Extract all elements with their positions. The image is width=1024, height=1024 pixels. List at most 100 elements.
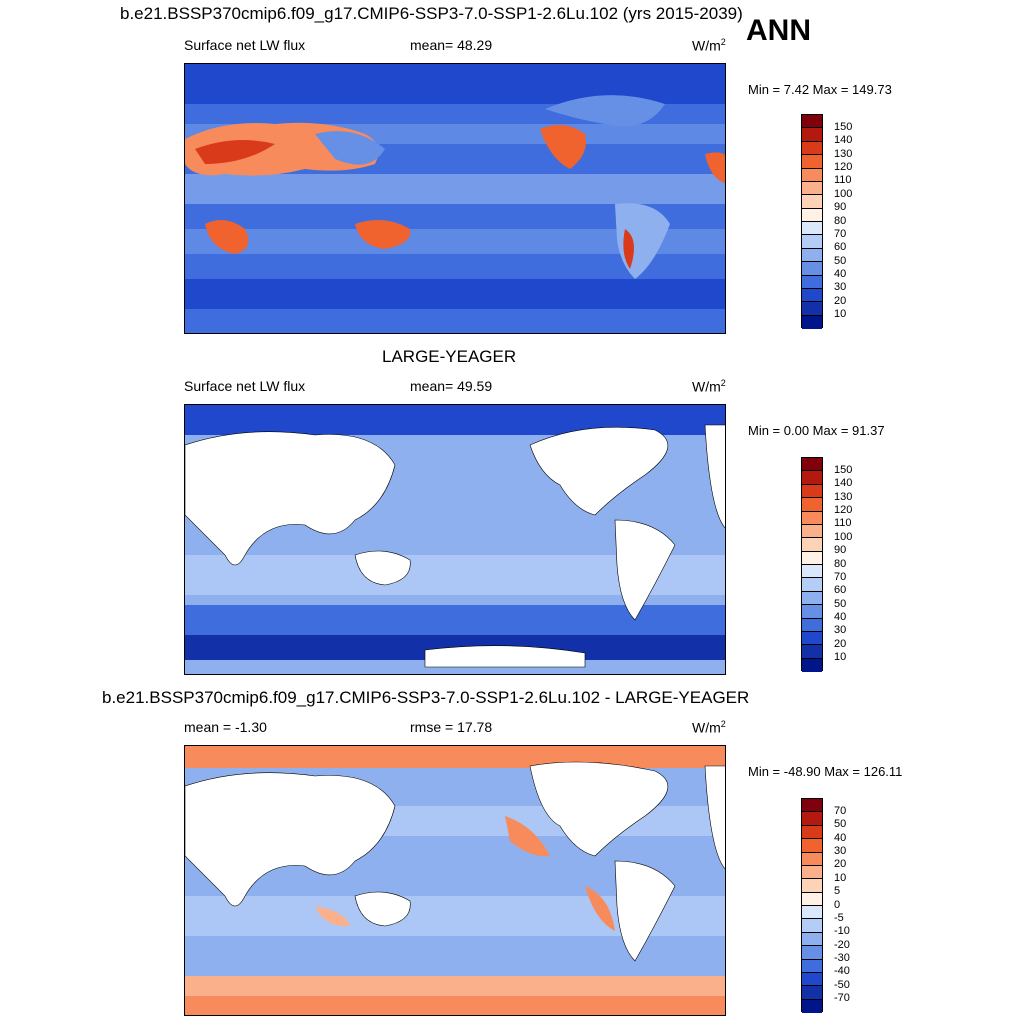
colorbar-swatch [802,181,822,196]
colorbar-swatch [802,852,822,866]
colorbar-swatch [802,645,822,659]
colorbar-tick-label: -30 [834,952,850,964]
colorbar-tick-label: 90 [834,544,847,557]
panel2-mean-label: mean= 49.59 [410,378,493,394]
colorbar-swatch [802,155,822,169]
colorbar-tick-label: -50 [834,978,850,991]
colorbar-swatch [802,959,822,973]
colorbar-tick-label: -10 [834,925,850,938]
colorbar-swatch [802,128,822,142]
panel3-map [184,745,726,1016]
colorbar-tick-label: 70 [834,804,847,817]
colorbar-swatch [802,275,822,289]
colorbar-tick-label: -70 [834,992,850,1005]
colorbar-swatch [802,302,822,316]
panel3-unit-label: W/m2 [692,719,726,736]
colorbar-swatch [802,658,822,672]
colorbar-tick-label: 110 [834,517,852,530]
panel1-minmax: Min = 7.42 Max = 149.73 [748,82,892,97]
panel3-mean-label: mean = -1.30 [184,719,267,735]
colorbar-swatch [802,972,822,987]
panel2-title: LARGE-YEAGER [382,347,517,366]
colorbar-swatch [802,812,822,826]
colorbar-tick-label: 120 [834,504,853,516]
colorbar-swatch [802,618,822,632]
colorbar-swatch [802,591,822,606]
season-label: ANN [746,14,811,47]
colorbar-tick-label: 100 [834,530,853,543]
colorbar-tick-label: 50 [834,597,847,610]
colorbar-swatch [802,288,822,303]
colorbar-tick-label: 10 [834,871,847,884]
colorbar-tick-label: 50 [834,254,847,267]
colorbar-tick-label: 30 [834,624,847,637]
panel3-rmse-label: rmse = 17.78 [410,719,493,735]
colorbar-tick-label: 30 [834,845,847,857]
colorbar-tick-label: 120 [834,161,853,173]
colorbar-tick-label: 60 [834,584,847,597]
colorbar-swatch [802,208,822,222]
colorbar-swatch [802,879,822,893]
colorbar-swatch [802,999,822,1013]
colorbar-swatch [802,195,822,209]
panel2-unit-label: W/m2 [692,378,726,395]
colorbar-tick-label: -20 [834,938,850,951]
colorbar-tick-label: 0 [834,898,841,911]
colorbar-swatch [802,262,822,276]
colorbar-tick-label: 80 [834,557,847,570]
colorbar-swatch [802,578,822,592]
colorbar-swatch [802,222,822,236]
colorbar-swatch [802,605,822,619]
colorbar-swatch [802,458,822,472]
colorbar-swatch [802,946,822,960]
main-title: b.e21.BSSP370cmip6.f09_g17.CMIP6-SSP3-7.… [120,4,743,23]
panel3-title: b.e21.BSSP370cmip6.f09_g17.CMIP6-SSP3-7.… [102,688,750,707]
colorbar-tick-label: 150 [834,463,853,476]
panel1-variable-label: Surface net LW flux [184,37,306,53]
colorbar-swatch [802,932,822,947]
panel2-map [184,404,726,675]
colorbar-swatch [802,538,822,552]
colorbar-tick-label: 20 [834,858,847,871]
colorbar-tick-label: 60 [834,241,847,254]
colorbar-swatch [802,235,822,249]
panel3-colorbar [801,798,823,1013]
colorbar-swatch [802,986,822,1000]
colorbar-tick-label: 70 [834,227,847,240]
colorbar-swatch [802,484,822,499]
colorbar-tick-label: 20 [834,637,847,650]
colorbar-swatch [802,865,822,880]
colorbar-tick-label: 140 [834,477,853,490]
colorbar-swatch [802,799,822,813]
colorbar-tick-label: 40 [834,268,847,280]
colorbar-tick-label: 140 [834,134,853,147]
colorbar-swatch [802,919,822,933]
colorbar-swatch [802,906,822,920]
colorbar-swatch [802,839,822,853]
colorbar-swatch [802,471,822,485]
colorbar-swatch [802,825,822,840]
colorbar-swatch [802,631,822,646]
colorbar-swatch [802,511,822,525]
colorbar-tick-label: 5 [834,885,841,898]
colorbar-swatch [802,315,822,329]
colorbar-tick-label: 30 [834,281,847,294]
panel1-mean-label: mean= 48.29 [410,37,493,53]
panel1-unit-label: W/m2 [692,37,726,54]
colorbar-tick-label: 100 [834,187,853,200]
colorbar-swatch [802,168,822,182]
colorbar-swatch [802,551,822,565]
colorbar-tick-label: 130 [834,490,853,503]
colorbar-tick-label: 40 [834,611,847,623]
panel2-variable-label: Surface net LW flux [184,378,306,394]
colorbar-tick-label: 70 [834,570,847,583]
colorbar-tick-label: 40 [834,831,847,844]
colorbar-tick-label: 150 [834,120,853,133]
colorbar-swatch [802,498,822,512]
colorbar-tick-label: -5 [834,911,844,924]
colorbar-swatch [802,248,822,263]
panel3-minmax: Min = -48.90 Max = 126.11 [748,764,903,779]
colorbar-swatch [802,565,822,579]
colorbar-tick-label: 90 [834,201,847,214]
panel1-map [184,63,726,334]
